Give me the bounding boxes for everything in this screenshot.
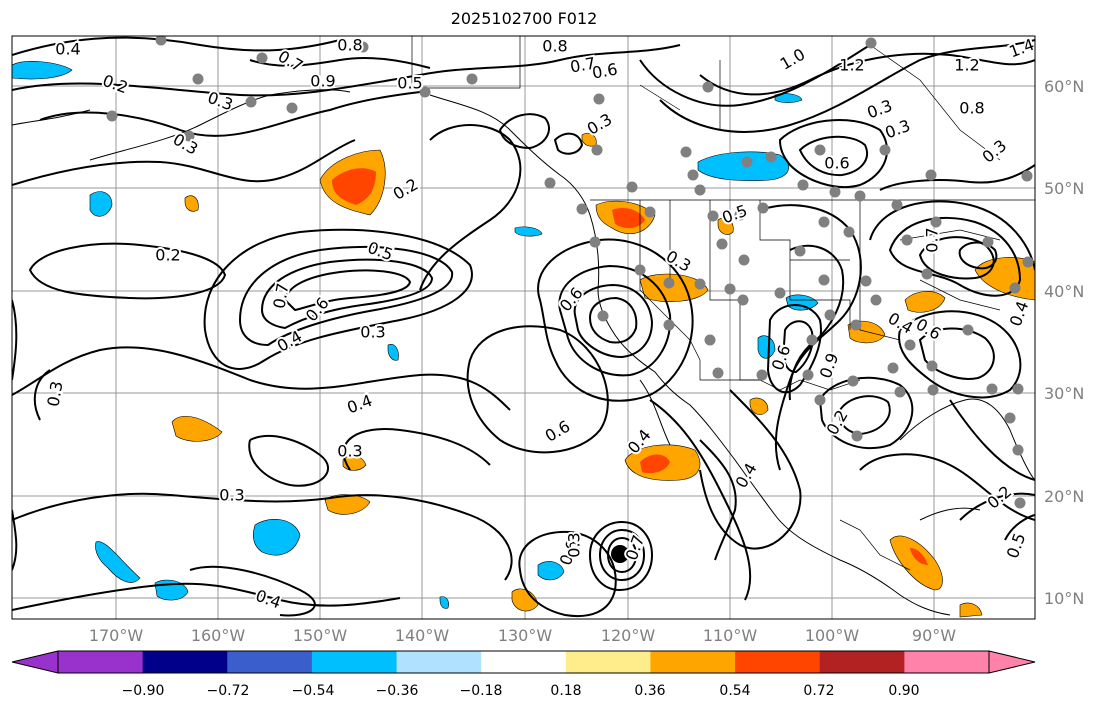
contour-lines: [12, 36, 1035, 617]
contour-label: 0.6: [591, 59, 619, 82]
contour-label-halo: 0.3: [565, 532, 584, 557]
contour-label-halo: 0.8: [337, 36, 362, 55]
contour-label-halo: 0.4: [55, 40, 80, 59]
contour-label-halo: 0.3: [337, 442, 362, 461]
contour-label: 0.9: [310, 72, 335, 91]
colorbar-segment: [904, 651, 990, 673]
colorbar-segment: [58, 651, 144, 673]
colorbar-tick: −0.18: [459, 683, 503, 699]
lon-label-160w: 160°W: [190, 626, 246, 645]
colorbar-segment: [396, 651, 482, 673]
contour-label: 0.7: [923, 227, 942, 252]
contour-label: 0.3: [219, 486, 244, 505]
contour-label-halo: 0.3: [360, 323, 385, 342]
colorbar-border: [57, 650, 990, 674]
colorbar-tick: −0.72: [206, 683, 250, 699]
contour-label: 0.3: [360, 323, 385, 342]
lat-label-60n: 60°N: [1044, 77, 1085, 96]
contour-label-halo: 1.4: [1006, 35, 1036, 62]
contour-label-halo: 0.2: [155, 246, 180, 265]
colorbar-segment: [819, 651, 905, 673]
contour-label: 0.7: [569, 53, 597, 76]
colorbar-tick: 0.54: [719, 683, 751, 699]
colorbar-segment: [142, 651, 228, 673]
contour-label-halo: 0.6: [824, 154, 849, 173]
contour-label: 0.3: [43, 380, 66, 408]
contour-label-halo: 0.8: [542, 37, 567, 56]
contour-label: 0.8: [959, 99, 984, 118]
contour-label-halo: 0.3: [219, 486, 244, 505]
contour-label-halo: 0.8: [959, 99, 984, 118]
lon-label-140w: 140°W: [394, 626, 450, 645]
contour-label: 0.2: [155, 246, 180, 265]
colorbar-tick: −0.54: [291, 683, 335, 699]
colorbar-tick: 0.72: [803, 683, 835, 699]
contour-label: 1.2: [954, 56, 979, 75]
lon-label-90w: 90°W: [911, 626, 957, 645]
lat-label-50n: 50°N: [1044, 179, 1085, 198]
lon-label-120w: 120°W: [600, 626, 656, 645]
lon-label-130w: 130°W: [497, 626, 553, 645]
colorbar: [11, 650, 1036, 674]
lon-label-170w: 170°W: [88, 626, 144, 645]
contour-label-halo: 0.9: [310, 72, 335, 91]
colorbar-tick: 0.36: [634, 683, 666, 699]
contour-label: 0.6: [824, 154, 849, 173]
contour-label: 0.4: [55, 40, 80, 59]
contour-label-halo: 1.2: [839, 56, 864, 75]
colorbar-segment: [481, 651, 567, 673]
colorbar-segment: [565, 651, 651, 673]
contour-label-halo: 1.2: [954, 56, 979, 75]
map-frame: [11, 35, 1036, 620]
colorbar-segment: [735, 651, 821, 673]
colorbar-segment: [227, 651, 313, 673]
colorbar-extend-max: [988, 650, 1036, 674]
contour-label: 0.8: [337, 36, 362, 55]
colorbar-segment: [650, 651, 736, 673]
contour-label: 0.8: [542, 37, 567, 56]
lat-label-30n: 30°N: [1044, 384, 1085, 403]
colorbar-tick: −0.36: [375, 683, 419, 699]
contour-label-halo: 0.7: [923, 227, 942, 252]
contour-label: 0.7: [269, 282, 292, 310]
contour-label: 1.2: [839, 56, 864, 75]
lat-label-20n: 20°N: [1044, 487, 1085, 506]
lon-label-110w: 110°W: [702, 626, 758, 645]
colorbar-extend-min: [11, 650, 59, 674]
map-title: 2025102700 F012: [450, 9, 598, 28]
contour-label: 0.3: [337, 442, 362, 461]
map-background: [12, 36, 1035, 619]
lat-label-40n: 40°N: [1044, 282, 1085, 301]
coastlines: [12, 89, 1035, 616]
lon-label-100w: 100°W: [804, 626, 860, 645]
station-markers: [106, 36, 1034, 509]
lon-label-150w: 150°W: [292, 626, 348, 645]
lat-label-10n: 10°N: [1044, 589, 1085, 608]
colorbar-tick: −0.90: [121, 683, 165, 699]
colorbar-segment: [311, 651, 398, 673]
contour-label: 0.5: [397, 74, 422, 93]
contour-label: 0.3: [565, 532, 584, 557]
colorbar-tick: 0.90: [888, 683, 920, 699]
storm-center-marker: [611, 545, 629, 563]
colorbar-tick: 0.18: [550, 683, 582, 699]
contour-label-halo: 0.5: [397, 74, 422, 93]
